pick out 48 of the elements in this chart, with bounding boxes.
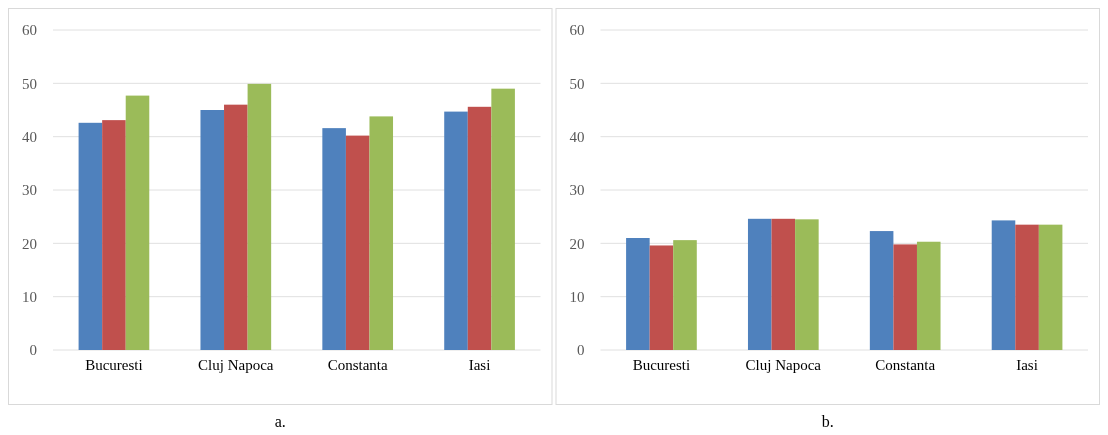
bar bbox=[125, 95, 150, 350]
x-tick-label: Bucuresti bbox=[632, 357, 691, 373]
bar bbox=[345, 135, 370, 350]
bar bbox=[795, 219, 819, 350]
bar bbox=[893, 244, 917, 350]
bar bbox=[649, 245, 674, 350]
bar bbox=[916, 241, 941, 350]
x-tick-label: Cluj Napoca bbox=[198, 357, 274, 373]
bar bbox=[1038, 224, 1063, 350]
bar bbox=[467, 106, 492, 350]
x-tick-label: Bucuresti bbox=[85, 357, 143, 373]
bar bbox=[991, 220, 1016, 350]
bar bbox=[369, 116, 394, 350]
bar bbox=[224, 104, 248, 350]
bar bbox=[247, 83, 272, 350]
bar bbox=[869, 231, 894, 350]
y-tick-label: 40 bbox=[569, 128, 585, 145]
y-tick-label: 30 bbox=[22, 182, 37, 199]
y-tick-label: 60 bbox=[569, 22, 585, 39]
x-tick-label: Constanta bbox=[875, 357, 936, 373]
bar bbox=[491, 88, 515, 350]
y-tick-label: 10 bbox=[569, 288, 585, 305]
bar bbox=[200, 110, 225, 350]
bar bbox=[673, 240, 697, 350]
text: a. bbox=[274, 413, 286, 430]
x-tick-label: Iasi bbox=[468, 357, 491, 373]
y-tick-label: 20 bbox=[22, 235, 37, 252]
y-tick-label: 20 bbox=[569, 235, 585, 252]
y-tick-label: 10 bbox=[22, 288, 37, 305]
bar bbox=[771, 218, 796, 350]
y-tick-label: 50 bbox=[22, 75, 37, 92]
y-tick-label: 40 bbox=[22, 128, 37, 145]
x-tick-label: Iasi bbox=[1016, 357, 1038, 373]
bar bbox=[102, 120, 126, 350]
bar bbox=[78, 122, 103, 350]
bar bbox=[626, 238, 650, 350]
y-tick-label: 30 bbox=[569, 182, 585, 199]
y-tick-label: 50 bbox=[569, 75, 585, 92]
bar bbox=[747, 218, 772, 350]
bar bbox=[322, 128, 346, 350]
text: b. bbox=[821, 413, 834, 430]
bar bbox=[1015, 224, 1039, 350]
y-tick-label: 0 bbox=[577, 342, 585, 359]
x-tick-label: Cluj Napoca bbox=[745, 357, 822, 373]
y-tick-label: 60 bbox=[22, 22, 37, 39]
bar bbox=[444, 111, 468, 350]
y-tick-label: 0 bbox=[29, 342, 37, 359]
x-tick-label: Constanta bbox=[327, 357, 389, 373]
